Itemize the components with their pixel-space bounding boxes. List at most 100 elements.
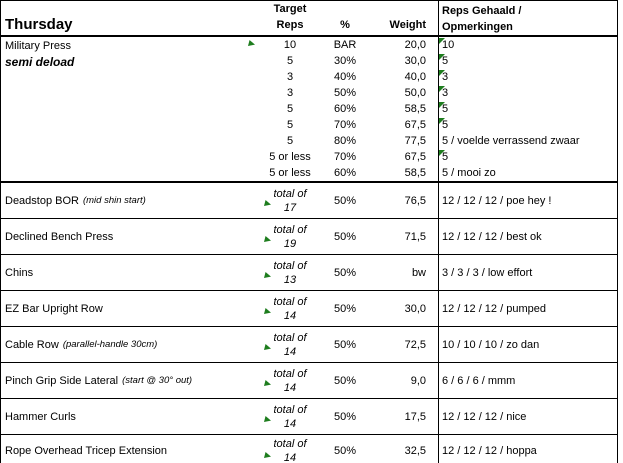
weight-cell[interactable]: 76,5 — [369, 183, 438, 218]
target-total-cell[interactable]: total of 14 — [259, 435, 321, 463]
percent-value: 50% — [333, 87, 357, 99]
target-reps-cell[interactable]: 5 or less — [259, 149, 321, 165]
weight-cell[interactable]: 9,0 — [369, 363, 438, 398]
total-of-label: total of — [273, 331, 307, 344]
exercise-name-cell[interactable]: Rope Overhead Tricep Extension — [1, 435, 259, 463]
weight-cell[interactable]: 32,5 — [369, 435, 438, 463]
exercise-name-cell[interactable]: Hammer Curls — [1, 399, 259, 434]
percent-cell[interactable]: BAR — [321, 37, 369, 53]
percent-cell[interactable]: 50% — [321, 327, 369, 362]
result-cell[interactable]: 5 — [438, 117, 617, 133]
result-cell[interactable]: 5 — [438, 149, 617, 165]
target-reps-cell[interactable]: 3 — [259, 85, 321, 101]
target-total-cell[interactable]: total of 17 — [259, 183, 321, 218]
result-value: 3 — [442, 71, 449, 83]
weight-cell[interactable]: 58,5 — [369, 165, 438, 181]
main-exercise-name-cell[interactable]: Military Press semi deload — [1, 37, 259, 181]
weight-cell[interactable]: 50,0 — [369, 85, 438, 101]
weight-cell[interactable]: 30,0 — [369, 291, 438, 326]
weight-cell[interactable]: 72,5 — [369, 327, 438, 362]
result-value: 5 — [442, 119, 449, 131]
total-of-label: total of — [273, 367, 307, 380]
target-reps-cell[interactable]: 5 — [259, 117, 321, 133]
target-total-cell[interactable]: total of 14 — [259, 363, 321, 398]
target-reps-cell[interactable]: 5 or less — [259, 165, 321, 181]
target-total-cell[interactable]: total of 14 — [259, 399, 321, 434]
percent-cell[interactable]: 50% — [321, 219, 369, 254]
weight-cell[interactable]: bw — [369, 255, 438, 290]
weight-cell[interactable]: 71,5 — [369, 219, 438, 254]
target-reps-cell[interactable]: 10 — [259, 37, 321, 53]
target-total-cell[interactable]: total of 14 — [259, 291, 321, 326]
target-total-cell[interactable]: total of 19 — [259, 219, 321, 254]
result-cell[interactable]: 12 / 12 / 12 / best ok — [438, 219, 617, 254]
target-reps-cell[interactable]: 3 — [259, 69, 321, 85]
exercise-name: Hammer Curls — [5, 410, 76, 423]
exercise-name-cell[interactable]: Cable Row (parallel-handle 30cm) — [1, 327, 259, 362]
exercise-row: Cable Row (parallel-handle 30cm) total o… — [1, 327, 617, 363]
total-of-label: total of — [273, 223, 307, 236]
percent-cell[interactable]: 50% — [321, 183, 369, 218]
weight-cell[interactable]: 77,5 — [369, 133, 438, 149]
target-total-cell[interactable]: total of 13 — [259, 255, 321, 290]
weight-header-cell[interactable]: Weight — [369, 1, 438, 35]
target-reps-cell[interactable]: 5 — [259, 133, 321, 149]
percent-cell[interactable]: 50% — [321, 291, 369, 326]
percent-cell[interactable]: 30% — [321, 53, 369, 69]
day-header-cell[interactable]: Thursday — [1, 1, 259, 35]
target-total-cell[interactable]: total of 14 — [259, 327, 321, 362]
percent-cell[interactable]: 60% — [321, 101, 369, 117]
weight-cell[interactable]: 67,5 — [369, 149, 438, 165]
result-cell[interactable]: 6 / 6 / 6 / mmm — [438, 363, 617, 398]
percent-cell[interactable]: 50% — [321, 363, 369, 398]
set-row: 3 50% 50,0 3 — [259, 85, 617, 101]
exercise-name: Pinch Grip Side Lateral — [5, 374, 119, 387]
weight-cell[interactable]: 17,5 — [369, 399, 438, 434]
target-reps-value: 3 — [286, 87, 294, 99]
percent-cell[interactable]: 60% — [321, 165, 369, 181]
result-cell[interactable]: 3 — [438, 69, 617, 85]
result-cell[interactable]: 5 / voelde verrassend zwaar — [438, 133, 617, 149]
result-cell[interactable]: 12 / 12 / 12 / nice — [438, 399, 617, 434]
result-cell[interactable]: 12 / 12 / 12 / pumped — [438, 291, 617, 326]
exercise-name-cell[interactable]: Declined Bench Press — [1, 219, 259, 254]
weight-cell[interactable]: 30,0 — [369, 53, 438, 69]
result-cell[interactable]: 10 / 10 / 10 / zo dan — [438, 327, 617, 362]
result-cell[interactable]: 3 — [438, 85, 617, 101]
result-value: 12 / 12 / 12 / nice — [442, 410, 527, 423]
exercise-name-cell[interactable]: Deadstop BOR (mid shin start) — [1, 183, 259, 218]
exercise-note: (start @ 30° out) — [122, 375, 193, 386]
percent-cell[interactable]: 50% — [321, 85, 369, 101]
weight-cell[interactable]: 20,0 — [369, 37, 438, 53]
percent-cell[interactable]: 80% — [321, 133, 369, 149]
weight-cell[interactable]: 67,5 — [369, 117, 438, 133]
result-cell[interactable]: 12 / 12 / 12 / hoppa — [438, 435, 617, 463]
exercise-name-cell[interactable]: Chins — [1, 255, 259, 290]
exercise-name-cell[interactable]: EZ Bar Upright Row — [1, 291, 259, 326]
result-cell[interactable]: 5 — [438, 101, 617, 117]
reps-gehaald-header-cell[interactable]: Reps Gehaald / Opmerkingen — [438, 1, 617, 35]
result-cell[interactable]: 10 — [438, 37, 617, 53]
weight-value: 67,5 — [404, 119, 426, 131]
result-cell[interactable]: 3 / 3 / 3 / low effort — [438, 255, 617, 290]
percent-cell[interactable]: 50% — [321, 435, 369, 463]
percent-header-cell[interactable]: % — [321, 1, 369, 35]
main-exercise-note: semi deload — [5, 55, 75, 69]
result-cell[interactable]: 12 / 12 / 12 / poe hey ! — [438, 183, 617, 218]
weight-cell[interactable]: 58,5 — [369, 101, 438, 117]
result-cell[interactable]: 5 — [438, 53, 617, 69]
percent-cell[interactable]: 40% — [321, 69, 369, 85]
percent-cell[interactable]: 70% — [321, 117, 369, 133]
percent-cell[interactable]: 70% — [321, 149, 369, 165]
target-reps-header-cell[interactable]: Target Reps — [259, 1, 321, 35]
target-reps-cell[interactable]: 5 — [259, 101, 321, 117]
weight-cell[interactable]: 40,0 — [369, 69, 438, 85]
total-of-label: total of — [273, 187, 307, 200]
exercise-name: Cable Row — [5, 338, 59, 351]
weight-value: 32,5 — [404, 444, 426, 457]
percent-cell[interactable]: 50% — [321, 399, 369, 434]
exercise-name-cell[interactable]: Pinch Grip Side Lateral (start @ 30° out… — [1, 363, 259, 398]
target-reps-cell[interactable]: 5 — [259, 53, 321, 69]
result-cell[interactable]: 5 / mooi zo — [438, 165, 617, 181]
percent-cell[interactable]: 50% — [321, 255, 369, 290]
